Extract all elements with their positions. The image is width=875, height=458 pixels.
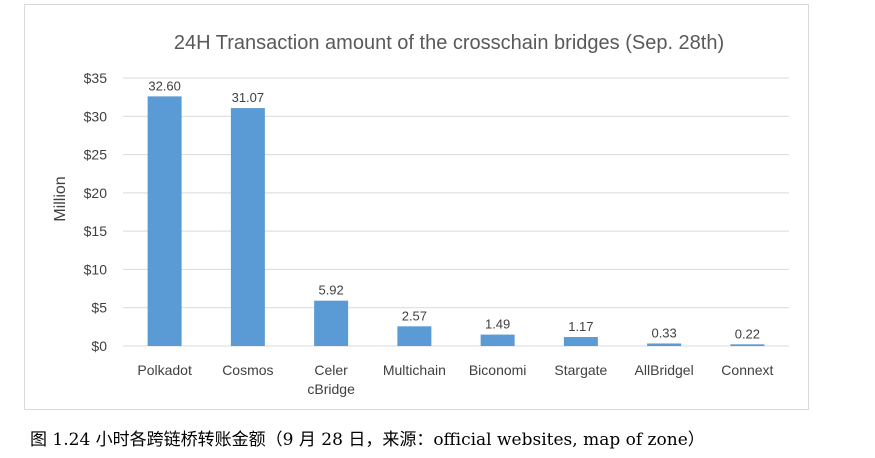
bar-2 [314,300,349,346]
x-tick-label: Connext [721,362,773,378]
x-tick-label: Stargate [554,362,607,378]
data-label: 32.60 [148,78,181,93]
bar-3 [397,326,432,346]
x-tick-label: Celer [314,362,348,378]
figure-caption: 图 1.24 小时各跨链桥转账金额（9 月 28 日，来源：official w… [30,430,705,450]
data-label: 5.92 [318,283,343,298]
data-label: 2.57 [402,308,427,323]
x-tick-label: Biconomi [469,362,527,378]
bar-chart: 24H Transaction amount of the crosschain… [52,32,789,397]
data-label: 0.33 [651,325,676,340]
bar-5 [563,337,598,346]
y-tick-label: $20 [84,185,108,201]
x-tick-label: cBridge [307,381,355,397]
bar-4 [480,334,515,346]
y-tick-label: $5 [91,300,107,316]
bar-6 [647,343,682,346]
y-tick-label: $35 [84,70,108,86]
data-label: 0.22 [735,326,760,341]
data-label: 1.49 [485,317,510,332]
bar-7 [730,344,765,346]
chart-frame: 24H Transaction amount of the crosschain… [24,4,809,410]
bar-1 [230,108,265,346]
bar-0 [147,96,182,347]
chart-title: 24H Transaction amount of the crosschain… [174,32,724,54]
y-tick-label: $25 [84,147,108,163]
x-tick-label: Cosmos [222,362,273,378]
y-tick-label: $10 [84,261,108,277]
y-tick-label: $15 [84,223,108,239]
y-tick-label: $0 [91,338,107,354]
data-label: 31.07 [232,90,265,105]
x-tick-label: Polkadot [137,362,192,378]
x-tick-label: Multichain [383,362,446,378]
y-axis-title: Million [52,176,69,221]
data-label: 1.17 [568,319,593,334]
y-tick-label: $30 [84,108,108,124]
x-tick-label: AllBridgel [635,362,694,378]
